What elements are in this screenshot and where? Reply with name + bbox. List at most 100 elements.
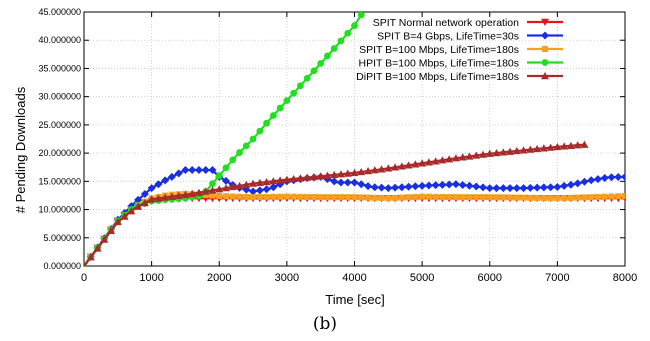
data-point [391, 163, 400, 171]
data-point [228, 182, 237, 191]
data-point [174, 169, 183, 178]
data-point [506, 147, 515, 155]
data-point [249, 187, 258, 196]
data-point [533, 144, 542, 153]
data-point [384, 164, 393, 172]
data-point [506, 184, 515, 193]
data-point [546, 183, 555, 192]
data-point [377, 165, 386, 173]
data-point [358, 194, 365, 201]
data-point [290, 89, 298, 97]
data-point [364, 167, 373, 175]
data-point [432, 193, 439, 200]
data-point [256, 194, 263, 201]
y-axis-title: # Pending Downloads [13, 86, 28, 213]
y-tick-label: 25.000000 [38, 120, 81, 130]
x-tick-label: 2000 [207, 272, 231, 284]
data-point [478, 150, 487, 158]
data-point [534, 194, 541, 201]
data-point [270, 193, 277, 200]
data-point [492, 184, 501, 193]
data-point [209, 180, 216, 187]
data-point [540, 195, 547, 202]
data-point [255, 178, 264, 187]
data-point [140, 199, 149, 207]
data-point [351, 194, 358, 201]
data-point [236, 193, 243, 200]
data-point [451, 180, 460, 189]
data-point [282, 175, 291, 183]
data-point [174, 191, 183, 199]
data-point [242, 142, 250, 150]
y-tick-label: 20.000000 [38, 148, 81, 158]
series-dipit [84, 140, 589, 266]
data-point [134, 202, 143, 210]
data-point [276, 104, 284, 112]
data-point [364, 182, 373, 191]
figure-caption: (b) [312, 314, 338, 334]
x-tick-label: 8000 [613, 272, 637, 284]
x-tick-label: 1000 [139, 272, 163, 284]
data-point [344, 29, 352, 37]
data-point [500, 194, 507, 201]
data-point [452, 194, 459, 201]
data-point [560, 181, 569, 190]
data-point [350, 168, 359, 177]
data-point [357, 167, 366, 176]
data-point [134, 195, 143, 204]
data-point [485, 149, 494, 157]
data-point [283, 193, 290, 200]
data-point [419, 193, 426, 200]
data-point [154, 194, 163, 202]
data-point [424, 181, 433, 190]
data-point [256, 127, 264, 135]
data-point [533, 183, 542, 192]
data-point [357, 180, 366, 189]
data-point [593, 175, 602, 184]
data-point [215, 172, 223, 180]
y-tick-label: 15.000000 [38, 176, 81, 186]
data-point [588, 194, 595, 201]
data-point [215, 185, 224, 193]
data-point [303, 74, 311, 82]
data-point [236, 149, 243, 156]
data-point [445, 155, 454, 163]
data-point [446, 194, 453, 201]
data-point [316, 172, 325, 180]
data-point [541, 72, 549, 80]
data-point [411, 160, 420, 168]
data-point [263, 119, 270, 127]
data-point [519, 146, 528, 154]
x-tick-label: 5000 [410, 272, 434, 284]
data-point [539, 183, 548, 192]
y-tick-label: 35.000000 [38, 63, 81, 73]
data-point [351, 22, 358, 29]
data-point [84, 262, 87, 266]
data-point [229, 193, 236, 200]
data-point [188, 166, 197, 175]
data-point [371, 194, 378, 201]
data-point [350, 178, 359, 187]
data-point [473, 194, 480, 201]
data-point [331, 194, 338, 201]
data-point [344, 194, 351, 201]
data-point [235, 181, 244, 190]
data-point [384, 184, 393, 193]
data-point [608, 193, 615, 200]
data-point [458, 180, 467, 189]
data-point [519, 184, 528, 193]
data-point [392, 194, 399, 201]
data-point [499, 184, 508, 193]
data-point [255, 186, 264, 195]
data-point [621, 172, 625, 181]
data-point [411, 182, 420, 191]
data-point [553, 182, 562, 191]
data-point [512, 184, 521, 193]
data-point [507, 194, 514, 201]
data-point [405, 194, 412, 201]
data-point [385, 195, 392, 202]
data-point [304, 193, 311, 200]
data-point [431, 157, 440, 165]
data-point [209, 192, 216, 199]
